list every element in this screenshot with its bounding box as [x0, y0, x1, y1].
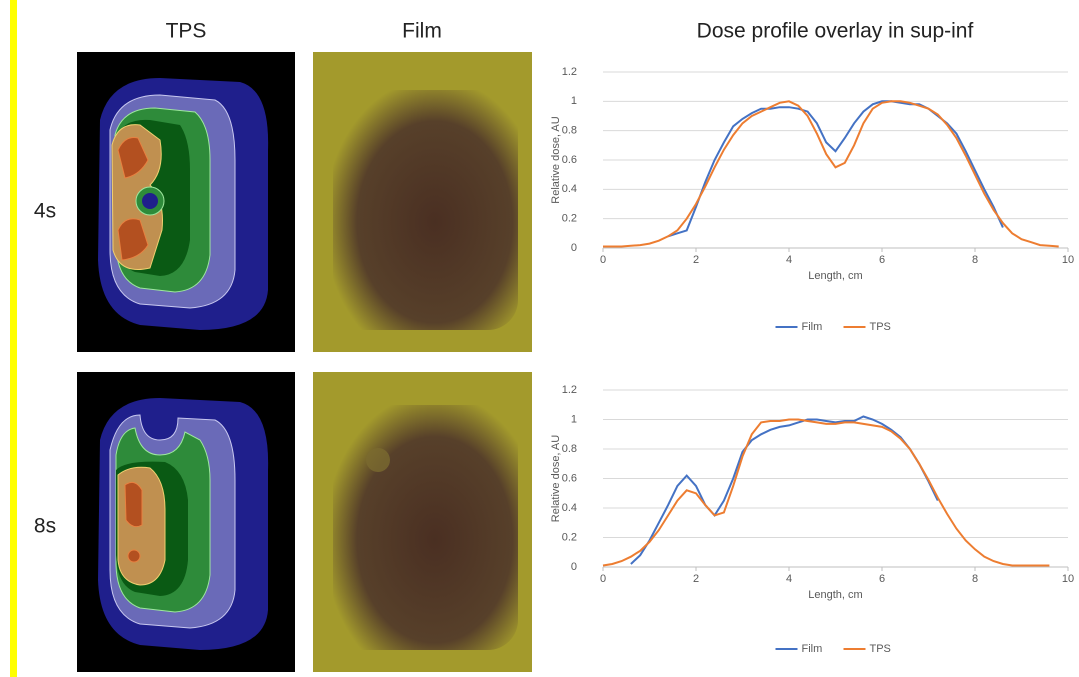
column-header: Dose profile overlay in sup-inf: [697, 20, 974, 43]
x-tick-label: 10: [1062, 573, 1074, 585]
x-tick-label: 8: [972, 573, 978, 585]
y-tick-label: 0.8: [562, 125, 577, 137]
series-line: [603, 100, 1059, 248]
y-tick-label: 0.2: [562, 213, 577, 225]
x-tick-label: 0: [600, 573, 606, 585]
legend-label: Film: [802, 321, 823, 333]
x-tick-label: 2: [693, 254, 699, 266]
x-tick-label: 4: [786, 573, 792, 585]
film-image: [313, 52, 532, 352]
y-tick-label: 0.4: [562, 183, 577, 195]
y-tick-label: 1.2: [562, 384, 577, 396]
y-tick-label: 1.2: [562, 66, 577, 78]
x-tick-label: 8: [972, 254, 978, 266]
x-tick-label: 6: [879, 254, 885, 266]
y-tick-label: 0.8: [562, 443, 577, 455]
y-tick-label: 0: [571, 242, 577, 254]
x-tick-label: 4: [786, 254, 792, 266]
series-line: [630, 415, 939, 565]
y-tick-label: 0.2: [562, 531, 577, 543]
film-image: [313, 372, 532, 672]
y-tick-label: 0.6: [562, 472, 577, 484]
y-axis-label: Relative dose, AU: [550, 116, 562, 203]
y-tick-label: 0: [571, 561, 577, 573]
y-tick-label: 0.6: [562, 154, 577, 166]
y-tick-label: 1: [571, 413, 577, 425]
x-tick-label: 0: [600, 254, 606, 266]
side-bar: [10, 0, 17, 677]
x-tick-label: 6: [879, 573, 885, 585]
y-tick-label: 0.4: [562, 502, 577, 514]
legend-label: TPS: [870, 643, 891, 655]
x-tick-label: 2: [693, 573, 699, 585]
x-axis-label: Length, cm: [808, 589, 862, 601]
tps-image: [77, 372, 295, 672]
tps-image: [77, 52, 295, 352]
row-label: 4s: [34, 200, 56, 223]
x-tick-label: 10: [1062, 254, 1074, 266]
legend-label: TPS: [870, 321, 891, 333]
series-line: [667, 100, 1004, 238]
column-header: Film: [402, 20, 442, 43]
y-axis-label: Relative dose, AU: [550, 435, 562, 522]
y-tick-label: 1: [571, 95, 577, 107]
column-header: TPS: [166, 20, 207, 43]
x-axis-label: Length, cm: [808, 270, 862, 282]
row-label: 8s: [34, 515, 56, 538]
series-line: [602, 418, 1050, 567]
legend-label: Film: [802, 643, 823, 655]
